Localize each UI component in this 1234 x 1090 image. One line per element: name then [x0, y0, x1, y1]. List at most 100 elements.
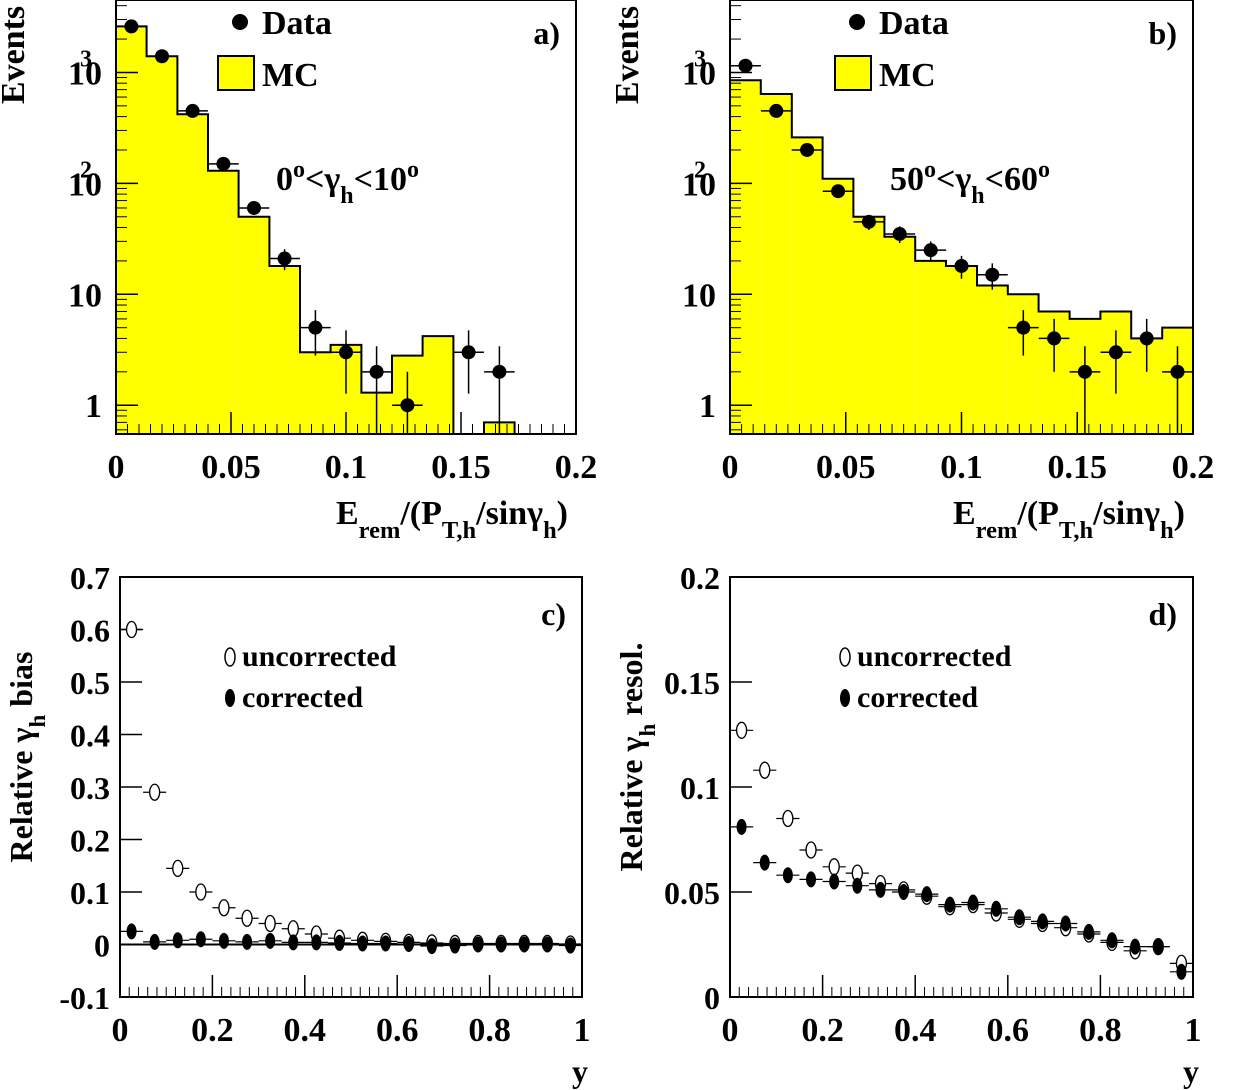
data-point [892, 226, 907, 241]
data-point [861, 214, 876, 229]
mc-bar [822, 178, 854, 434]
data-point-open [759, 761, 771, 779]
data-point-filled [288, 934, 299, 951]
data-point-filled [473, 936, 484, 953]
mc-bar [884, 236, 916, 434]
x-tick-label: 0 [112, 1012, 129, 1049]
data-point-open [264, 914, 276, 933]
legend: uncorrected corrected [839, 640, 1012, 714]
chart-panel-b: 0 0.05 0.1 0.15 0.2110102103b)EventsErem/(PT… [609, 0, 1214, 544]
y-tick-exponent: 2 [80, 157, 92, 183]
mc-bar [730, 80, 761, 434]
y-tick-label: 10 [682, 166, 716, 203]
legend-corrected-marker [840, 689, 850, 707]
x-tick-label: 0.1 [325, 449, 368, 486]
x-tick-label: 0.4 [894, 1012, 937, 1049]
legend-data-label: Data [879, 5, 949, 42]
data-point-filled [380, 935, 391, 952]
legend-uncorrected-label: uncorrected [242, 640, 397, 673]
legend-uncorrected-label: uncorrected [857, 640, 1012, 673]
legend-mc-label: MC [879, 57, 936, 94]
data-points [116, 19, 515, 434]
mc-bar [853, 216, 885, 434]
data-point-filled [172, 932, 183, 949]
data-point-filled [829, 873, 840, 890]
data-point-filled [968, 894, 979, 911]
data-point-filled [806, 871, 817, 888]
data-point-filled [852, 877, 863, 894]
y-axis-label: Relative γh bias [3, 652, 50, 863]
x-axis-ticks: 0 0.2 0.4 0.6 0.8 1 [112, 975, 591, 1049]
series-corrected [120, 923, 582, 955]
data-point-filled [1153, 938, 1164, 955]
x-tick-label: 0.6 [987, 1012, 1030, 1049]
y-tick-exponent: 3 [694, 46, 706, 72]
y-tick-exponent: 2 [694, 157, 706, 183]
data-point-filled [542, 936, 553, 953]
x-axis-label: y [1183, 1053, 1199, 1089]
data-point-filled [944, 896, 955, 913]
data-point-filled [1130, 938, 1141, 955]
data-point [277, 251, 292, 266]
y-tick-label: 10 [682, 55, 716, 92]
data-point [769, 103, 784, 118]
data-point-filled [265, 932, 276, 949]
y-tick-label: 0.1 [680, 770, 720, 806]
data-point-filled [1106, 932, 1117, 949]
data-point-filled [1014, 909, 1025, 926]
panel-label: d) [1149, 596, 1177, 632]
data-point-filled [403, 935, 414, 952]
data-point-filled [1176, 963, 1187, 980]
y-tick-label: 0.05 [664, 875, 720, 911]
data-point [247, 200, 261, 215]
legend-uncorrected-marker [839, 647, 851, 667]
data-point-filled [1083, 923, 1094, 940]
x-tick-label: 0.2 [801, 1012, 844, 1049]
y-tick-label: 10 [68, 166, 102, 203]
chart-panel-d: 0 0.2 0.4 0.6 0.8 1 0 0.05 0.1 0.15 0.2 d) Relative … [613, 560, 1202, 1089]
y-axis-label: Events [0, 6, 32, 104]
mc-bar [760, 93, 792, 435]
x-axis-label: Erem/(PT,h/sinγh) [953, 495, 1185, 544]
panel-label: a) [533, 15, 560, 51]
x-tick-label: 0 [108, 449, 125, 486]
y-tick-label: 0.1 [70, 875, 110, 911]
mc-bar [177, 114, 208, 434]
x-axis-ticks: 0 0.05 0.1 0.15 0.2 [108, 412, 597, 486]
data-point-filled [519, 936, 530, 953]
data-point-open [735, 721, 748, 739]
data-point-open [782, 809, 794, 828]
y-tick-label: 10 [682, 277, 716, 314]
x-axis-ticks: 0 0.05 0.1 0.15 0.2 [722, 412, 1215, 486]
y-axis-label: Events [609, 6, 646, 104]
data-point-open [828, 858, 840, 876]
series-corrected [730, 818, 1193, 980]
y-tick-label: 0.7 [70, 560, 110, 596]
mc-bar [116, 26, 147, 434]
data-point [831, 184, 846, 199]
data-point-filled [1037, 913, 1048, 930]
y-tick-label: 0 [704, 980, 720, 1016]
x-tick-label: 0.05 [201, 449, 261, 486]
x-axis-label: Erem/(PT,h/sinγh) [336, 495, 568, 544]
data-point-filled [991, 900, 1002, 917]
data-point [216, 156, 231, 171]
data-point-filled [426, 938, 437, 955]
data-point [1108, 345, 1123, 360]
y-tick-label: -0.1 [59, 980, 110, 1016]
chart-panel-a: 0 0.05 0.1 0.15 0.2110102103a)EventsErem/(PT… [0, 0, 597, 544]
data-point-filled [334, 934, 345, 951]
data-point [1016, 320, 1031, 335]
x-tick-label: 0 [722, 1012, 739, 1049]
data-point [185, 103, 200, 118]
data-point-filled [357, 935, 368, 952]
y-tick-label: 1 [699, 388, 716, 425]
x-tick-label: 0.4 [284, 1012, 327, 1049]
data-points [730, 58, 1193, 434]
data-point-filled [759, 854, 770, 871]
legend: Data MC [834, 5, 949, 94]
data-point-filled [782, 867, 793, 884]
data-point-open [218, 899, 230, 917]
x-tick-label: 0.2 [1172, 449, 1215, 486]
